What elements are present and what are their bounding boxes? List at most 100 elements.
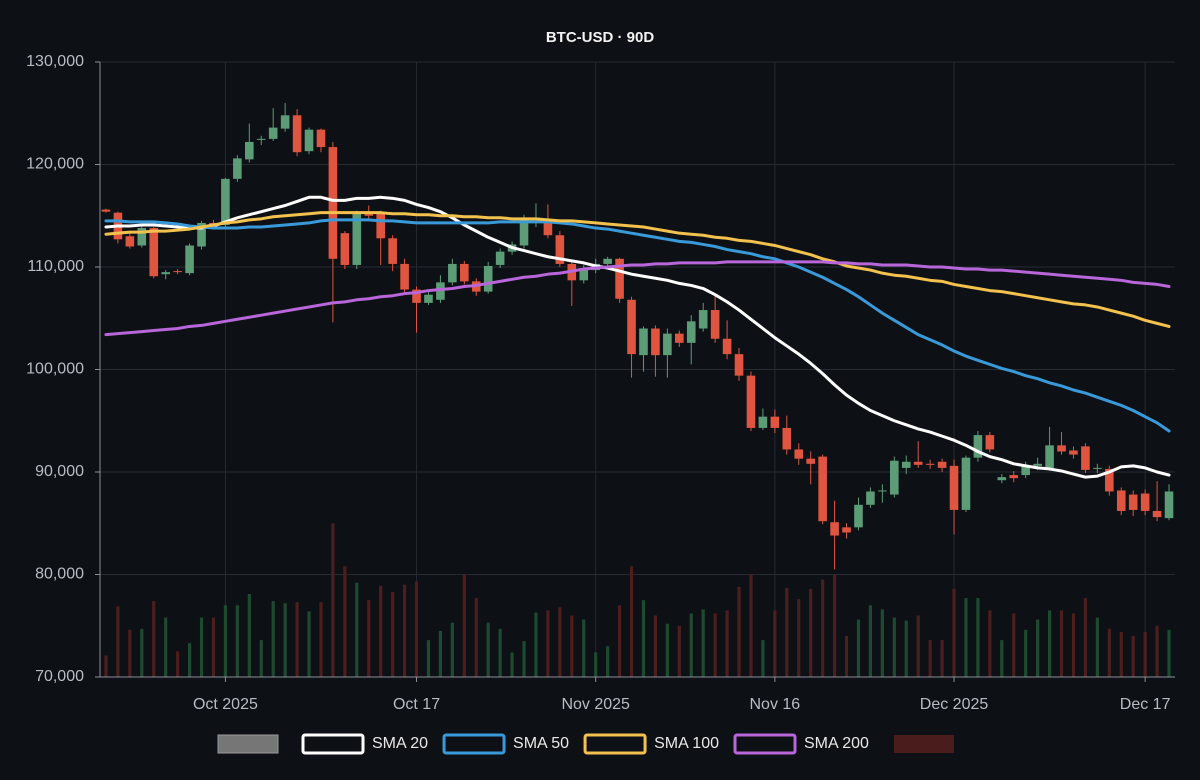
volume-bar [916,615,920,677]
candle-body [316,129,326,148]
volume-bar [522,641,526,677]
volume-bar [402,584,407,677]
candle-body [603,258,612,264]
volume-bar [737,586,741,677]
candle-body [364,212,374,216]
volume-bar [534,612,538,677]
candle-body [519,219,529,246]
candle-body [1021,465,1030,476]
candle-body [1128,494,1138,510]
candle-body [1081,446,1090,470]
volume-bar [725,610,729,677]
volume-bar [116,606,120,677]
candle-body [722,338,732,355]
volume-bar [271,601,275,677]
volume-bar [211,617,216,677]
volume-bar [1024,629,1028,677]
volume-bar [1119,631,1123,677]
candle-body [245,141,254,160]
candle-body [483,265,493,292]
legend-label: SMA 50 [513,735,569,752]
volume-bar [1000,640,1004,677]
candle-body [878,490,887,492]
volume-bar [952,588,956,677]
candle-body [173,271,182,273]
candle-layer [101,103,1174,570]
volume-bar [1155,625,1159,677]
volume-bar [343,566,347,677]
candle-body [125,236,135,247]
candle-body [698,310,708,329]
volume-bar [128,629,132,677]
candle-body [388,238,397,264]
volume-bar [331,523,335,677]
candle-body [424,294,433,303]
volume-bar [1047,610,1052,677]
volume-bar [701,609,705,677]
candle-body [436,282,445,300]
volume-bar [928,640,932,677]
volume-bar [773,610,777,677]
volume-bar [187,643,192,677]
legend-label: SMA 100 [654,735,719,752]
candle-body [268,127,278,139]
volume-bar [498,628,502,677]
candle-body [1009,475,1019,479]
y-tick-label: 70,000 [35,668,84,685]
candle-body [185,245,194,274]
volume-bar [104,655,108,677]
candle-body [233,158,242,179]
volume-bar [1071,613,1076,677]
x-tick-label: Dec 17 [1120,696,1171,713]
legend-swatch-candles [217,734,279,754]
volume-bar [617,605,622,677]
candle-body [770,416,780,428]
volume-bar [546,610,550,677]
volume-bar [450,622,454,677]
candle-body [495,251,505,265]
volume-bar [140,628,144,677]
volume-bar [570,615,574,677]
volume-bar [307,611,311,677]
grid [100,61,1175,678]
candle-body [794,449,804,459]
sma-line [104,211,1171,328]
x-tick-label: Oct 2025 [193,696,258,713]
volume-bar [582,619,586,677]
candle-body [304,129,314,152]
volume-bar [319,602,323,677]
line-layer [104,195,1171,479]
sma-line [104,260,1171,337]
legend-swatch-volume [893,735,954,753]
volume-bar [677,625,681,677]
volume-bar [797,599,801,677]
volume-bar [379,585,383,677]
legend-swatch [583,733,647,755]
volume-bar [761,640,765,677]
candle-body [352,213,362,265]
volume-bar [749,574,753,677]
volume-bar [594,652,598,677]
candle-body [985,435,995,450]
candle-body [137,228,147,246]
y-tick-label: 100,000 [26,361,84,378]
legend-swatch [733,733,797,755]
volume-bar [367,600,371,677]
candle-body [1164,491,1174,519]
candle-body [555,235,565,264]
x-tick-label: Oct 17 [393,696,440,713]
volume-bar [247,593,251,677]
candle-body [400,263,409,290]
volume-bar [785,587,789,677]
candle-body [1057,445,1066,452]
candle-body [221,178,230,225]
volume-bar [1095,617,1099,677]
candle-body [734,354,744,376]
volume-bar [199,617,204,677]
volume-bar [988,610,992,677]
chart-title: BTC-USD · 90D [546,29,655,46]
candle-body [925,463,935,465]
candle-body [627,299,636,355]
volume-bar [844,636,849,677]
candle-body [579,268,589,281]
